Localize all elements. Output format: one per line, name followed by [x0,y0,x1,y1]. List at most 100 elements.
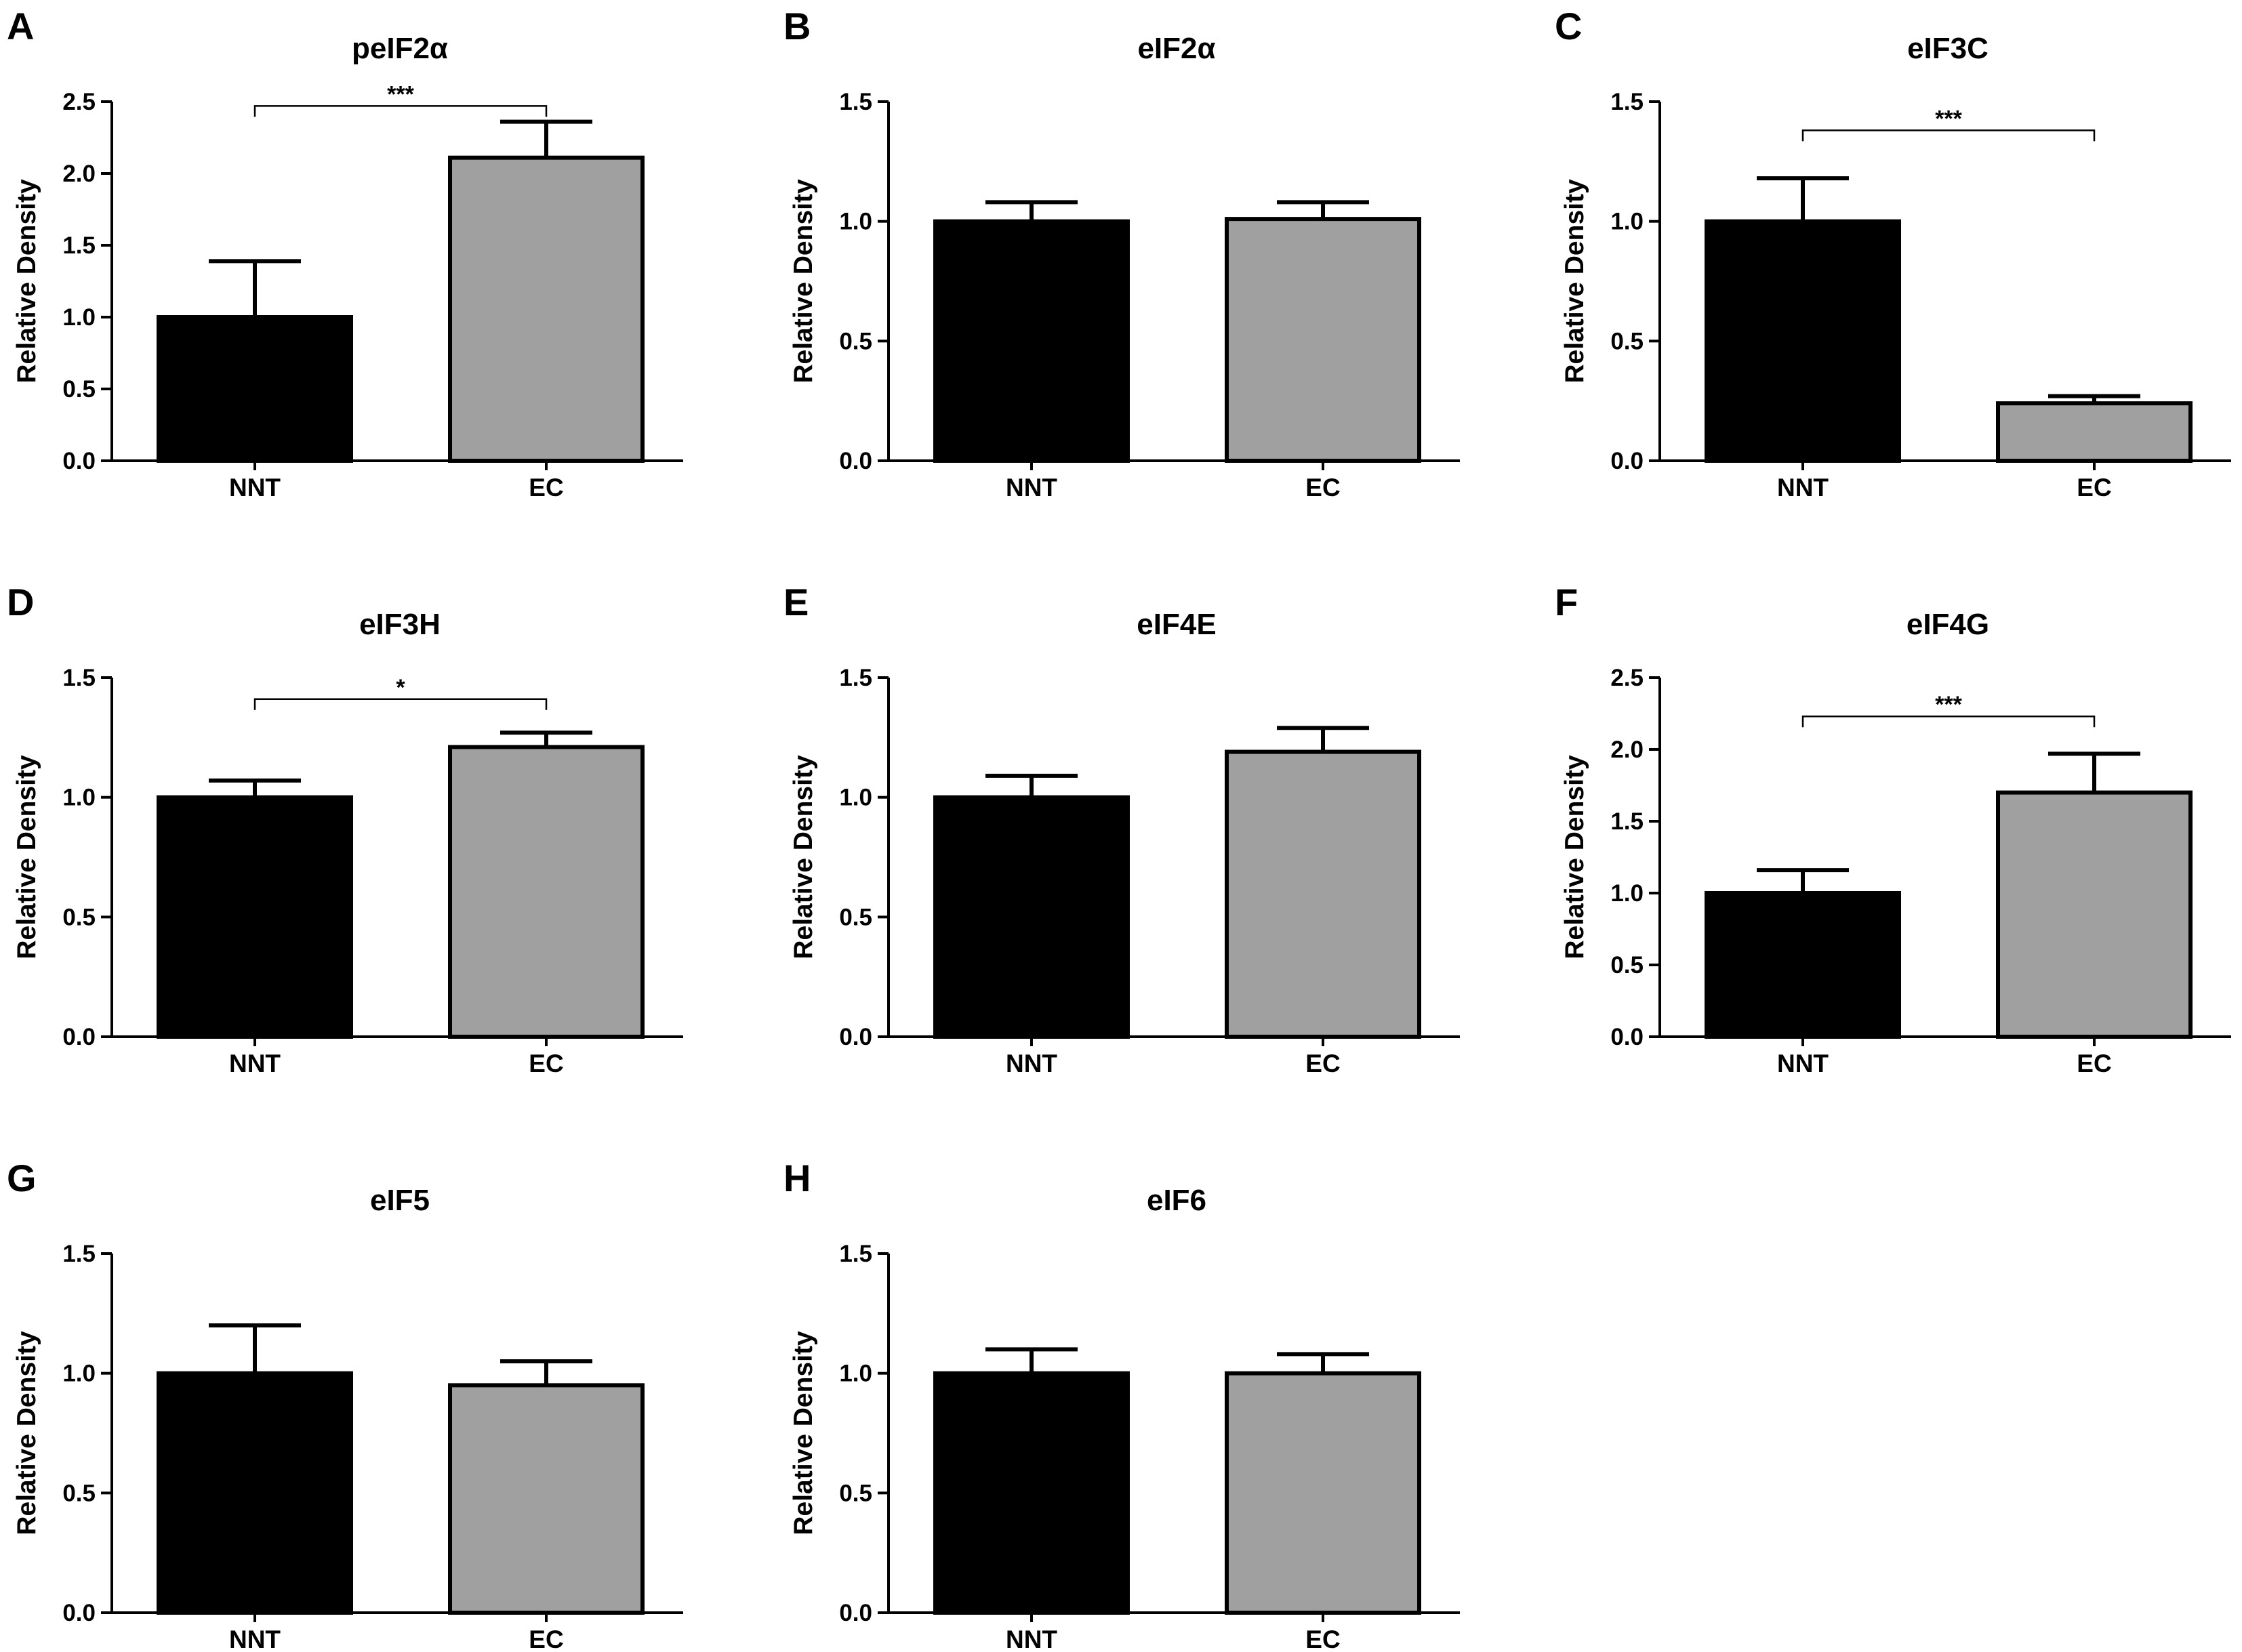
panel-b-y-tick-label: 1.0 [839,209,872,235]
panel-f-y-tick-label: 0.5 [1610,952,1644,978]
panel-f-significance-label: *** [1935,692,1962,718]
panel-c-significance-label: *** [1935,106,1962,131]
panel-e-y-tick-label: 1.0 [839,785,872,811]
panel-b-letter: B [783,5,811,47]
panel-g-title: eIF5 [370,1184,430,1217]
panel-a-category-label-ec: EC [529,474,563,501]
panel-f-significance-bracket: *** [1801,692,2096,728]
panel-e-category-label-ec: EC [1305,1050,1340,1077]
panel-c-y-axis-title: Relative Density [1560,179,1589,384]
panel-h-error-bar-ec [1277,1352,1369,1374]
panel-c-y-tick-label: 0.0 [1610,448,1644,474]
panel-d-significance-label: * [396,675,405,701]
panel-a-y-tick-label: 0.5 [62,376,96,402]
panel-c-error-bar-nnt [1757,176,1849,222]
panel-f-y-tick-label: 1.5 [1610,808,1644,835]
panel-h-category-label-ec: EC [1305,1626,1340,1652]
panel-a-y-tick-label: 0.0 [62,448,96,474]
panel-c-y-tick-label: 1.5 [1610,89,1644,115]
panel-a-category-label-nnt: NNT [229,474,281,501]
panel-b-y-tick-label: 0.0 [839,448,872,474]
panel-d-error-bar-ec [500,730,592,747]
panel-d-letter: D [7,581,34,623]
panel-b-y-axis-title: Relative Density [789,179,818,384]
panel-e-y-tick-label: 1.5 [839,665,872,691]
panel-f-y-axis-title: Relative Density [1560,755,1589,959]
panel-e-category-label-nnt: NNT [1006,1050,1057,1077]
panel-c-category-label-nnt: NNT [1777,474,1829,501]
panel-b-title: eIF2α [1137,32,1215,65]
panel-c-bar-ec [1996,401,2193,463]
panel-b-error-bar-ec [1277,200,1369,220]
panel-g-error-bar-nnt [209,1323,301,1374]
panel-f-y-tick-label: 0.0 [1610,1024,1644,1050]
panel-e-error-bar-ec [1277,726,1369,752]
panel-g-y-tick-label: 1.0 [62,1361,96,1387]
panel-h-bar-nnt [933,1371,1130,1615]
panel-f-y-tick-label: 2.0 [1610,737,1644,763]
panel-a-bar-ec [448,155,645,463]
panel-d-error-bar-nnt [209,778,301,798]
panel-h-category-label-nnt: NNT [1006,1626,1057,1652]
panel-a-y-tick-label: 1.5 [62,232,96,259]
panel-a-error-bar-ec [500,119,592,158]
panel-f-bar-ec [1996,790,2193,1039]
panel-e-error-bar-nnt [985,773,1078,798]
panel-e-letter: E [783,581,809,623]
panel-f-title: eIF4G [1907,608,1989,641]
panel-g-y-tick-label: 0.5 [62,1480,96,1506]
panel-h-y-tick-label: 1.5 [839,1241,872,1267]
panel-a-error-bar-nnt [209,259,301,317]
panel-f-letter: F [1555,581,1578,623]
panel-h-letter: H [783,1157,811,1199]
panel-a-letter: A [7,5,34,47]
panel-f-category-label-ec: EC [2077,1050,2111,1077]
panel-b-bar-ec [1225,217,1421,463]
panel-c-y-tick-label: 0.5 [1610,328,1644,354]
panel-d-y-tick-label: 0.5 [62,904,96,930]
panel-e-y-tick-label: 0.0 [839,1024,872,1050]
panel-d-bar-nnt [157,795,353,1039]
panel-b-error-bar-nnt [985,200,1078,222]
panel-g-y-axis-title: Relative Density [12,1331,41,1535]
panel-g-category-label-ec: EC [529,1626,563,1652]
panel-h-y-tick-label: 0.5 [839,1480,872,1506]
panel-a-significance-label: *** [387,81,414,107]
panel-a-y-tick-label: 2.5 [62,89,96,115]
panel-d-bar-ec [448,745,645,1039]
panel-b-y-tick-label: 1.5 [839,89,872,115]
panel-e-bar-ec [1225,749,1421,1039]
panel-a-y-tick-label: 2.0 [62,161,96,187]
panel-d-title: eIF3H [359,608,441,641]
panel-f-error-bar-ec [2048,751,2140,793]
panel-b-category-label-ec: EC [1305,474,1340,501]
panel-d-y-tick-label: 1.0 [62,785,96,811]
panel-a-y-tick-label: 1.0 [62,304,96,331]
panel-g-bar-ec [448,1383,645,1615]
panel-h-bar-ec [1225,1371,1421,1615]
panel-h-y-tick-label: 0.0 [839,1600,872,1626]
panel-b-y-tick-label: 0.5 [839,328,872,354]
panel-f-bar-nnt [1705,891,1901,1039]
panel-c-category-label-ec: EC [2077,474,2111,501]
panel-a-bar-nnt [157,315,353,463]
panel-d-significance-bracket: * [253,675,548,710]
panel-g-y-tick-label: 1.5 [62,1241,96,1267]
panel-g-y-tick-label: 0.0 [62,1600,96,1626]
panel-d-y-axis-title: Relative Density [12,755,41,959]
panel-e-y-tick-label: 0.5 [839,904,872,930]
panel-c-y-tick-label: 1.0 [1610,209,1644,235]
panel-f-error-bar-nnt [1757,868,1849,893]
panel-h-y-axis-title: Relative Density [789,1331,818,1535]
panel-g-letter: G [7,1157,37,1199]
panel-g-bar-nnt [157,1371,353,1615]
panel-c-bar-nnt [1705,219,1901,463]
